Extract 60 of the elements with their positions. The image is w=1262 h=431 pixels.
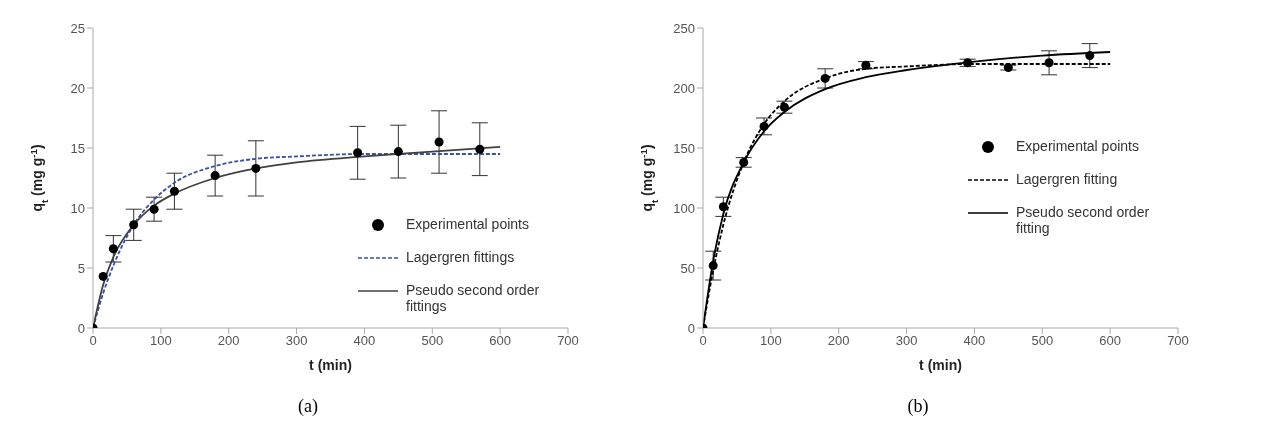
point bbox=[820, 73, 830, 83]
x-tick-label: 200 bbox=[217, 333, 240, 349]
point bbox=[98, 271, 108, 281]
point bbox=[963, 58, 973, 68]
x-tick-label: 200 bbox=[827, 333, 850, 349]
x-tick-label: 500 bbox=[421, 333, 444, 349]
y-tick-label: 150 bbox=[673, 140, 695, 156]
y-tick-label: 100 bbox=[673, 200, 695, 216]
y-tick-label: 25 bbox=[70, 20, 85, 36]
point bbox=[1003, 63, 1013, 73]
y-tick-label: 10 bbox=[70, 200, 85, 216]
point bbox=[149, 204, 159, 214]
point bbox=[353, 148, 363, 158]
legend-label: Lagergren fittings bbox=[406, 249, 516, 265]
y-tick-label: 5 bbox=[77, 260, 85, 276]
x-tick-label: 300 bbox=[895, 333, 918, 349]
point bbox=[779, 102, 789, 112]
text: (b) bbox=[906, 396, 930, 417]
point bbox=[475, 144, 485, 154]
point bbox=[739, 157, 749, 167]
point bbox=[108, 244, 118, 254]
legend-label: Pseudo second order fitting bbox=[1016, 204, 1151, 236]
x-tick-label: 0 bbox=[89, 333, 97, 349]
x-tick-label: 700 bbox=[557, 333, 579, 349]
point bbox=[434, 137, 444, 147]
point bbox=[861, 60, 871, 70]
y-tick-label: 50 bbox=[680, 260, 695, 276]
point bbox=[1085, 51, 1095, 61]
y-tick-label: 0 bbox=[687, 320, 695, 336]
point bbox=[210, 171, 220, 181]
x-tick-label: 100 bbox=[760, 333, 782, 349]
legend-label: Experimental points bbox=[406, 216, 530, 232]
x-axis-title: t (min) bbox=[309, 357, 352, 373]
x-tick-label: 700 bbox=[1167, 333, 1189, 349]
x-tick-label: 300 bbox=[285, 333, 308, 349]
point bbox=[169, 186, 179, 196]
legend-label: Pseudo second order fittings bbox=[406, 282, 541, 314]
legend-label: Lagergren fitting bbox=[1016, 171, 1119, 187]
x-tick-label: 600 bbox=[489, 333, 511, 349]
point bbox=[251, 163, 261, 173]
point bbox=[718, 202, 728, 212]
x-tick-label: 400 bbox=[353, 333, 376, 349]
y-tick-label: 15 bbox=[70, 140, 85, 156]
x-axis-title: t (min) bbox=[919, 357, 962, 373]
x-tick-label: 0 bbox=[699, 333, 707, 349]
point bbox=[393, 147, 403, 157]
y-tick-label: 0 bbox=[77, 320, 85, 336]
point bbox=[759, 121, 769, 131]
point bbox=[708, 261, 718, 271]
legend-label: Experimental points bbox=[1016, 138, 1140, 154]
x-tick-label: 100 bbox=[150, 333, 172, 349]
point bbox=[1044, 58, 1054, 68]
x-tick-label: 600 bbox=[1099, 333, 1121, 349]
y-tick-label: 250 bbox=[673, 20, 695, 36]
y-tick-label: 20 bbox=[70, 80, 85, 96]
x-tick-label: 500 bbox=[1031, 333, 1054, 349]
text: (a) bbox=[297, 396, 319, 417]
point bbox=[129, 220, 139, 230]
y-tick-label: 200 bbox=[673, 80, 695, 96]
x-tick-label: 400 bbox=[963, 333, 986, 349]
